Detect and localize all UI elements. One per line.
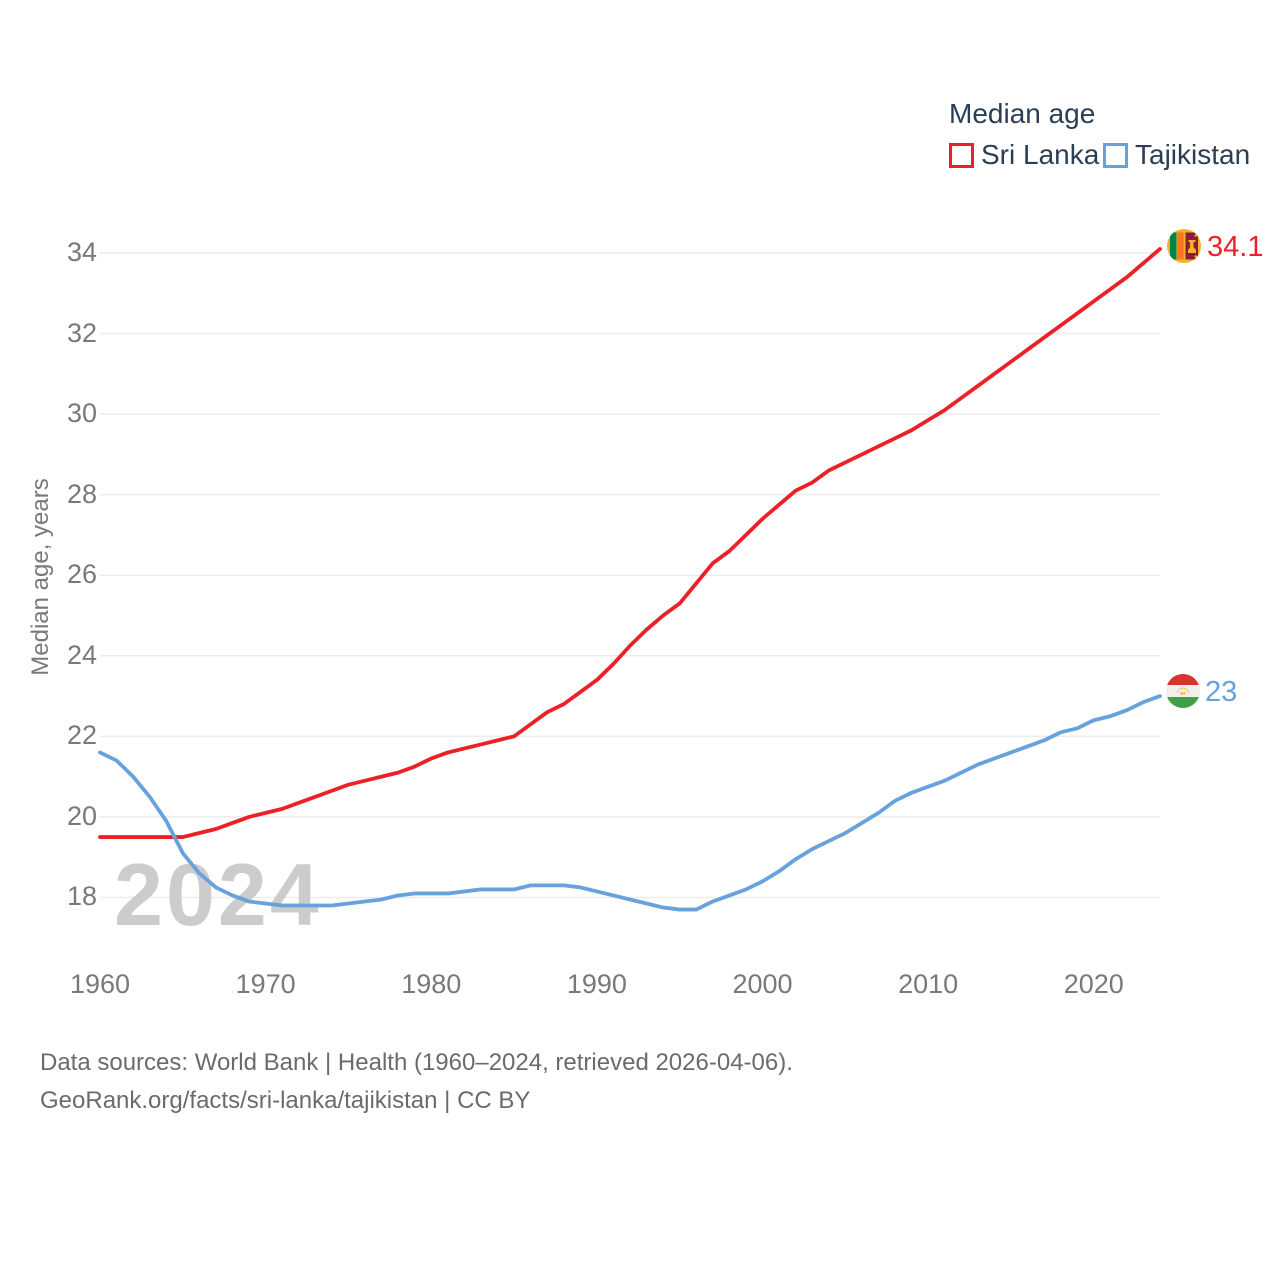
attribution-line: GeoRank.org/facts/sri-lanka/tajikistan |… [40, 1087, 531, 1114]
tajikistan-end-value: 23 [1205, 676, 1238, 708]
y-tick-label: 26 [66, 559, 97, 590]
sri-lanka-end-value: 34.1 [1207, 231, 1264, 263]
tajikistan-line[interactable] [98, 694, 1162, 912]
tajikistan-swatch-icon [1103, 142, 1128, 168]
legend-item-tajikistan[interactable]: Tajikistan [1103, 139, 1251, 170]
data-sources-note: Data sources: World Bank | Health (1960–… [40, 1044, 793, 1120]
y-tick-label: 22 [66, 720, 97, 751]
watermark-year: 2024 [114, 845, 322, 944]
y-tick-label: 20 [66, 800, 97, 831]
x-tick-label: 2020 [1063, 969, 1124, 999]
x-tick-label: 2000 [732, 969, 793, 999]
y-tick-label: 30 [66, 398, 97, 429]
x-tick-label: 1960 [69, 969, 131, 999]
tajikistan-flag-icon [1166, 674, 1200, 708]
y-tick-label: 28 [66, 478, 97, 509]
x-tick-label: 1980 [401, 969, 462, 999]
sri-lanka-line[interactable] [98, 247, 1162, 839]
y-tick-label: 18 [66, 881, 97, 912]
y-tick-label: 32 [66, 317, 97, 348]
x-tick-label: 2010 [898, 969, 959, 999]
x-tick-label: 1990 [566, 969, 627, 999]
legend-title: Median age [949, 98, 1096, 129]
legend-item-sri-lanka[interactable]: Sri Lanka [949, 139, 1100, 170]
sources-line: Data sources: World Bank | Health (1960–… [40, 1049, 793, 1076]
y-tick-label: 24 [66, 639, 97, 670]
sri-lanka-swatch-icon [949, 142, 974, 168]
legend-label: Tajikistan [1135, 139, 1251, 170]
sri-lanka-flag-icon [1167, 229, 1201, 263]
y-tick-label: 34 [66, 237, 97, 267]
legend-label: Sri Lanka [981, 139, 1100, 170]
x-tick-label: 1970 [235, 969, 296, 999]
